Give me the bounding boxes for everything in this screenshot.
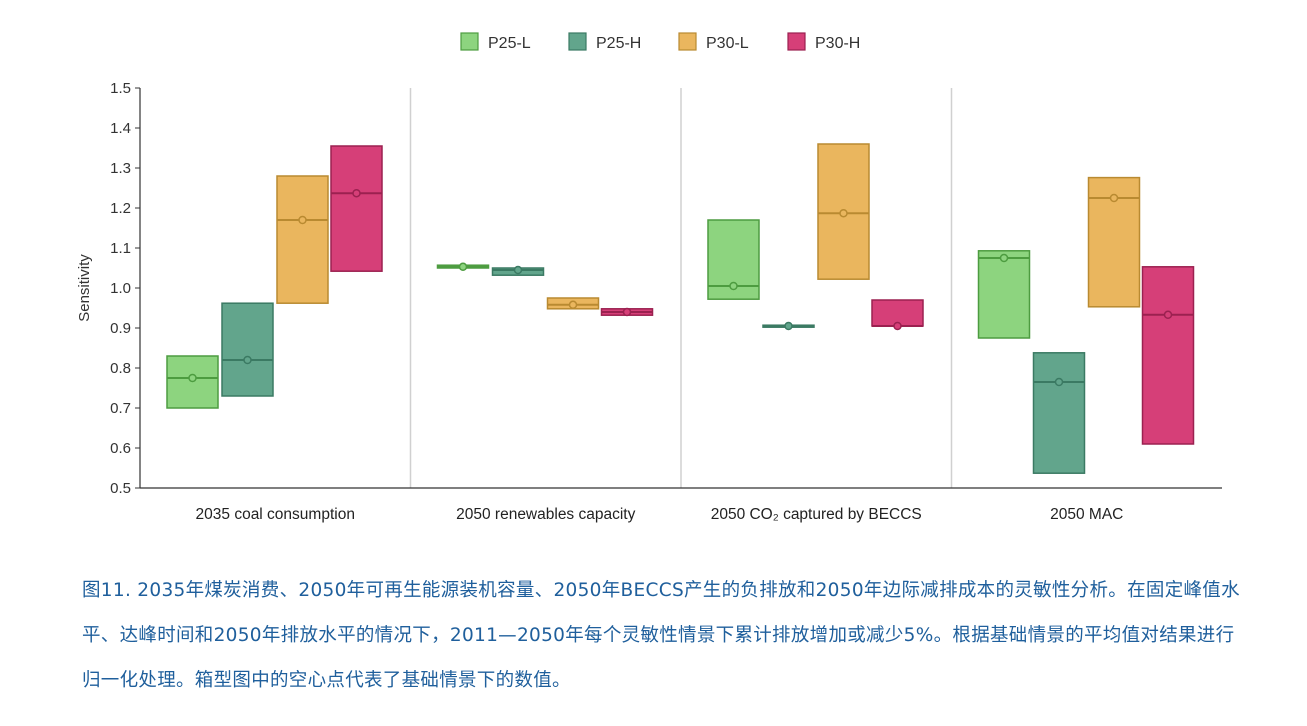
box-p30-h (1141, 266, 1195, 445)
box-p30-h (330, 145, 383, 272)
base-point (458, 262, 468, 272)
base-point (243, 355, 252, 365)
base-point (784, 321, 793, 331)
box-p25-l (977, 250, 1031, 339)
box-p30-l (276, 175, 329, 304)
legend-label: P30-H (815, 35, 860, 52)
sensitivity-chart: 0.5 0.6 0.7 0.8 0.9 1.0 1.1 1.2 1.3 1.4 1.5 Sensiti… (76, 32, 1222, 523)
x-category-label: 2035 coal consumption (196, 506, 355, 523)
y-tick-label: 0.5 (110, 480, 131, 497)
y-tick-label: 1.3 (110, 160, 131, 177)
base-point (298, 215, 307, 225)
base-point (839, 208, 848, 218)
y-tick-label: 0.8 (110, 360, 131, 377)
y-tick-label: 1.0 (110, 280, 131, 297)
y-tick-label: 0.6 (110, 440, 131, 457)
x-category-label: 2050 MAC (1050, 506, 1123, 523)
base-point (513, 265, 523, 275)
y-tick-label: 0.7 (110, 400, 131, 417)
base-point (1109, 193, 1119, 203)
legend-swatch-p25-l (460, 32, 479, 51)
box-p25-h (1032, 352, 1086, 474)
y-tick-label: 1.5 (110, 80, 131, 97)
base-point (729, 281, 738, 291)
box-p25-h (221, 302, 274, 397)
legend-swatch-p30-l (678, 32, 697, 51)
y-tick-label: 1.4 (110, 120, 131, 137)
y-axis-label: Sensitivity (76, 254, 93, 322)
y-tick-label: 1.1 (110, 240, 131, 257)
base-point (622, 307, 632, 317)
x-category-label: 2050 CO₂ captured by BECCS (711, 506, 922, 523)
figure-caption: 图11. 2035年煤炭消费、2050年可再生能源装机容量、2050年BECCS… (82, 580, 1240, 691)
base-point (352, 188, 361, 198)
legend-swatch-p30-h (787, 32, 806, 51)
y-tick-label: 1.2 (110, 200, 131, 217)
legend-label: P25-H (596, 35, 641, 52)
base-point (1163, 310, 1173, 320)
base-point (188, 373, 197, 383)
base-point (999, 253, 1009, 263)
x-category-label: 2050 renewables capacity (456, 506, 635, 523)
base-point (1054, 377, 1064, 387)
legend-label: P30-L (706, 35, 749, 52)
legend-label: P25-L (488, 35, 531, 52)
base-point (568, 300, 578, 310)
base-point (893, 321, 902, 331)
legend-swatch-p25-h (568, 32, 587, 51)
y-tick-label: 0.9 (110, 320, 131, 337)
